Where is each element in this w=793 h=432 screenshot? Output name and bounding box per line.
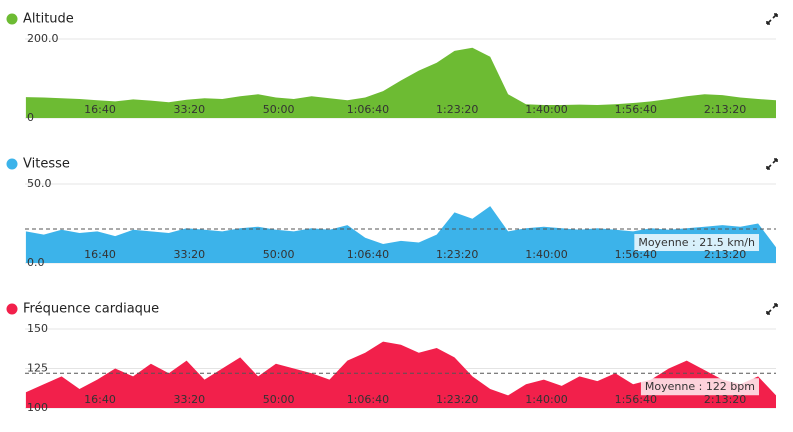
x-tick-label: 1:56:40 bbox=[615, 393, 657, 406]
expand-icon bbox=[766, 303, 778, 315]
average-label-bg bbox=[640, 378, 759, 396]
x-tick-label: 33:20 bbox=[173, 103, 205, 116]
x-tick-label: 33:20 bbox=[173, 393, 205, 406]
x-tick-label: 50:00 bbox=[263, 103, 295, 116]
x-tick-label: 1:06:40 bbox=[347, 248, 389, 261]
chart-title: Vitesse bbox=[23, 157, 70, 172]
x-tick-label: 1:23:20 bbox=[436, 103, 478, 116]
chart-title: Altitude bbox=[23, 12, 74, 27]
area bbox=[25, 47, 776, 119]
x-tick-label: 1:56:40 bbox=[615, 103, 657, 116]
x-tick-label: 1:06:40 bbox=[347, 393, 389, 406]
y-tick-label: 0.0 bbox=[27, 256, 45, 269]
area bbox=[25, 341, 776, 408]
x-tick-label: 16:40 bbox=[84, 393, 116, 406]
expand-icon bbox=[766, 13, 778, 25]
x-tick-label: 1:40:00 bbox=[525, 248, 567, 261]
x-tick-label: 1:40:00 bbox=[525, 393, 567, 406]
average-label: Moyenne : 21.5 km/h bbox=[638, 236, 755, 249]
y-tick-label: 50.0 bbox=[27, 177, 52, 190]
x-tick-label: 1:40:00 bbox=[525, 103, 567, 116]
legend-dot bbox=[6, 158, 18, 170]
chart-title: Fréquence cardiaque bbox=[23, 302, 159, 317]
average-label-bg bbox=[634, 234, 760, 252]
y-tick-label: 150 bbox=[27, 322, 48, 335]
x-tick-label: 1:06:40 bbox=[347, 103, 389, 116]
x-tick-label: 50:00 bbox=[263, 248, 295, 261]
x-tick-label: 50:00 bbox=[263, 393, 295, 406]
expand-icon bbox=[766, 158, 778, 170]
x-tick-label: 2:13:20 bbox=[704, 248, 746, 261]
x-tick-label: 2:13:20 bbox=[704, 393, 746, 406]
x-tick-label: 16:40 bbox=[84, 103, 116, 116]
y-tick-label: 125 bbox=[27, 362, 48, 375]
x-tick-label: 16:40 bbox=[84, 248, 116, 261]
area bbox=[25, 206, 776, 263]
average-label: Moyenne : 122 bpm bbox=[645, 380, 755, 393]
y-tick-label: 100 bbox=[27, 401, 48, 414]
x-tick-label: 1:23:20 bbox=[436, 393, 478, 406]
x-tick-label: 33:20 bbox=[173, 248, 205, 261]
y-tick-label: 0 bbox=[27, 111, 34, 124]
x-tick-label: 1:23:20 bbox=[436, 248, 478, 261]
y-tick-label: 200.0 bbox=[27, 32, 59, 45]
legend-dot bbox=[6, 13, 18, 25]
legend-dot bbox=[6, 303, 18, 315]
x-tick-label: 1:56:40 bbox=[615, 248, 657, 261]
x-tick-label: 2:13:20 bbox=[704, 103, 746, 116]
